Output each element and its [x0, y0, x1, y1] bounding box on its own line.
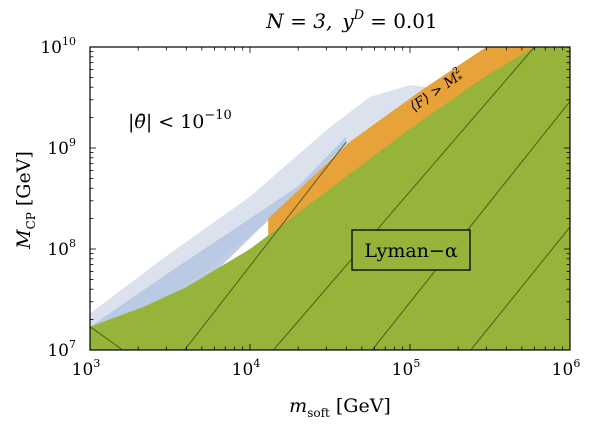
contour-line-2 — [184, 141, 347, 350]
y-tick-label-3: 109 — [47, 136, 76, 159]
contour-line-5 — [470, 226, 570, 350]
y-tick-label-4: 1010 — [40, 35, 76, 58]
contour-line-4 — [371, 100, 570, 350]
title-y: y — [341, 9, 354, 33]
lyman-label-box — [351, 229, 471, 271]
region-lyman — [90, 47, 570, 350]
region-theta-inner — [90, 136, 347, 350]
title-n: N = 3, — [265, 9, 332, 33]
x-tick-label-3: 105 — [392, 357, 421, 380]
theta-lt: < 10 — [158, 111, 204, 133]
x-tick-label-2: 104 — [232, 357, 261, 380]
theta-exp: −10 — [204, 108, 231, 123]
x-axis-label: msoft [GeV] — [289, 395, 391, 420]
plot-frame — [89, 46, 571, 351]
f-sup: 2 — [452, 65, 462, 76]
ylabel-sub: CP — [24, 212, 38, 229]
ticks-layer: 103 104 105 106 107 108 109 1010 — [40, 35, 580, 380]
lyman-label: Lyman−α — [364, 240, 458, 262]
plot-area — [90, 47, 570, 350]
y-tick-label-1: 107 — [47, 338, 76, 361]
theta-bound-label: |θ̄| < 10−10 — [128, 108, 232, 133]
title-y-sup: D — [353, 8, 365, 23]
title-y-eq: = 0.01 — [370, 9, 438, 33]
ylabel-main: M — [13, 229, 35, 250]
plot-layer — [89, 46, 571, 351]
xlabel-main: m — [289, 395, 307, 417]
f-sub: * — [457, 74, 467, 85]
ylabel-unit: [GeV] — [13, 151, 35, 206]
y-axis-label: MCP [GeV] — [13, 151, 38, 250]
chart-title: N = 3, yD = 0.01 — [265, 8, 437, 33]
x-tick-label-4: 106 — [552, 357, 581, 380]
theta-bar: |θ̄| — [128, 111, 152, 133]
xlabel-unit: [GeV] — [336, 395, 391, 417]
x-tick-label-1: 103 — [72, 357, 101, 380]
contour-line-3 — [273, 47, 535, 350]
xlabel-sub: soft — [307, 406, 330, 420]
contour-line-1 — [90, 326, 123, 350]
y-tick-label-2: 108 — [47, 237, 76, 260]
